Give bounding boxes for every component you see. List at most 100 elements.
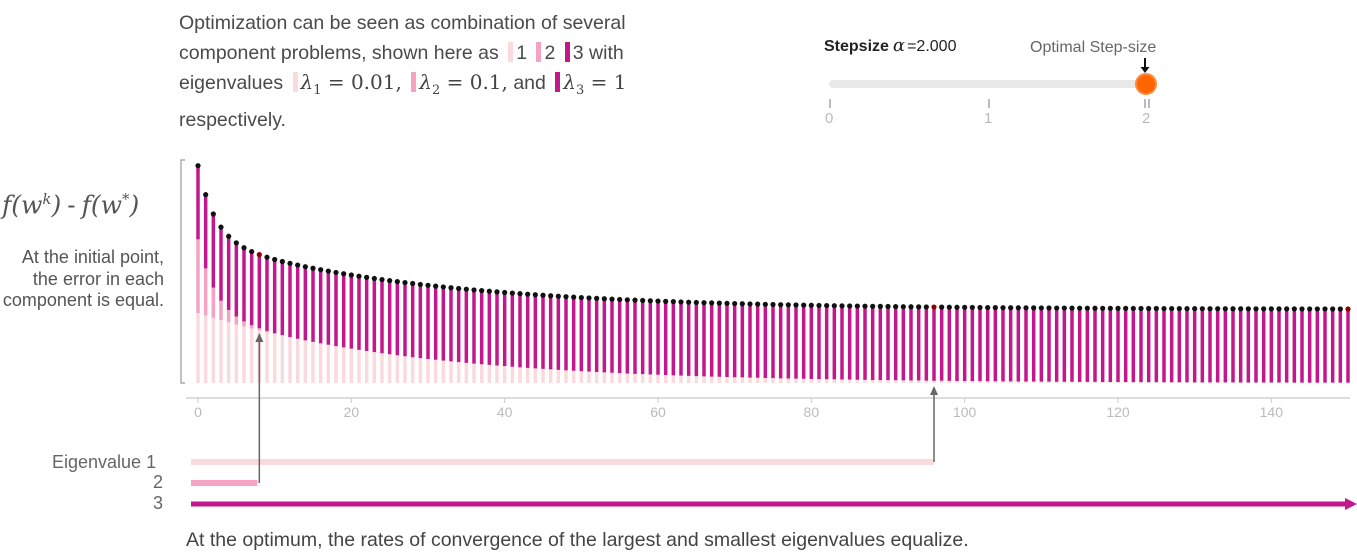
- data-point: [463, 286, 469, 292]
- data-point: [1276, 306, 1282, 312]
- x-tick-label: 120: [1106, 404, 1130, 420]
- data-point: [969, 304, 975, 311]
- lambda-3-formula: λ3 = 1: [563, 70, 627, 98]
- x-tick-label: 40: [497, 404, 513, 420]
- data-point: [686, 299, 692, 305]
- data-point: [310, 265, 316, 271]
- data-point: [762, 301, 768, 307]
- data-point: [1061, 305, 1067, 311]
- data-point: [1261, 306, 1267, 312]
- optimum-note: At the optimum, the rates of convergence…: [186, 529, 969, 551]
- data-point: [739, 301, 745, 307]
- data-point: [1084, 305, 1090, 311]
- data-point: [1314, 306, 1320, 312]
- data-point: [678, 299, 684, 305]
- data-point: [893, 303, 899, 310]
- intro-line-1: Optimization can be seen as combination …: [179, 12, 626, 34]
- y-axis-label: f(wk) - f(w*): [2, 190, 140, 220]
- data-point: [617, 296, 623, 303]
- data-point: [1230, 306, 1236, 312]
- data-point: [356, 273, 362, 279]
- data-point: [1238, 306, 1244, 312]
- data-point: [624, 297, 630, 303]
- data-point: [1153, 305, 1159, 312]
- data-point: [1092, 305, 1098, 311]
- data-point: [1161, 305, 1167, 312]
- data-point: [371, 275, 377, 282]
- data-point: [900, 304, 906, 310]
- data-point: [1215, 306, 1221, 312]
- data-point: [195, 163, 201, 169]
- data-point: [1291, 306, 1297, 312]
- data-point: [1046, 305, 1052, 311]
- slider-tick-label: 1: [984, 110, 993, 127]
- data-point: [348, 272, 354, 278]
- data-point: [302, 264, 308, 270]
- data-point: [394, 279, 400, 285]
- data-point: [241, 245, 247, 251]
- data-point: [609, 296, 615, 302]
- data-point: [364, 274, 370, 280]
- data-point: [854, 303, 860, 309]
- data-point: [1207, 306, 1213, 312]
- data-point: [709, 300, 715, 306]
- stepsize-slider-track[interactable]: [829, 80, 1147, 88]
- data-point: [479, 288, 485, 294]
- lambda-2-formula: λ2 = 0.1,: [419, 70, 508, 98]
- data-point: [341, 271, 347, 277]
- data-point: [540, 292, 546, 298]
- intro-line-4: respectively.: [179, 108, 286, 131]
- data-point: [333, 269, 339, 276]
- component-2-swatch: [536, 41, 542, 62]
- data-point: [425, 282, 431, 288]
- data-point: [256, 252, 262, 258]
- data-point: [548, 293, 554, 299]
- component-3-label: 3: [572, 41, 584, 64]
- data-point: [1015, 305, 1021, 311]
- eigen-lines-group: [191, 333, 1357, 510]
- lambda-1-swatch: [292, 72, 298, 92]
- data-point: [578, 294, 584, 301]
- data-point: [226, 233, 232, 239]
- data-point: [525, 291, 531, 297]
- data-point: [663, 298, 669, 304]
- data-point: [218, 224, 224, 230]
- data-point: [647, 298, 653, 304]
- data-point: [1330, 306, 1336, 312]
- data-point: [440, 284, 446, 290]
- data-point: [693, 299, 699, 306]
- arrow-down-icon: [1140, 58, 1150, 73]
- stepsize-slider-thumb[interactable]: [1135, 73, 1157, 95]
- slider-tick: [829, 99, 831, 108]
- data-point: [494, 289, 500, 295]
- slider-tick: [1144, 99, 1146, 108]
- eigenvalue-3-label: 3: [153, 493, 164, 513]
- arrow-up-icon: [255, 333, 264, 342]
- data-point: [1031, 305, 1037, 311]
- data-point: [379, 276, 385, 283]
- data-point: [1222, 306, 1228, 312]
- data-point: [962, 304, 968, 310]
- data-point: [279, 258, 285, 265]
- x-tick-label: 100: [953, 404, 977, 420]
- data-point: [1130, 305, 1136, 312]
- stepsize-readout: Stepsize α =2.000: [824, 35, 957, 56]
- data-point: [1192, 306, 1198, 312]
- data-point: [387, 278, 393, 284]
- data-point: [724, 300, 730, 306]
- data-point: [847, 303, 853, 309]
- data-point: [1023, 305, 1029, 311]
- data-point: [272, 256, 278, 263]
- data-point: [977, 304, 983, 311]
- data-point: [808, 302, 814, 308]
- data-point: [233, 240, 239, 246]
- data-point: [801, 302, 807, 308]
- data-point: [640, 297, 646, 304]
- data-point: [1077, 305, 1083, 311]
- data-point: [1008, 305, 1014, 311]
- data-point: [954, 304, 960, 310]
- slider-tick-optimal: [1148, 99, 1150, 108]
- data-point: [264, 254, 270, 260]
- data-point: [532, 292, 538, 298]
